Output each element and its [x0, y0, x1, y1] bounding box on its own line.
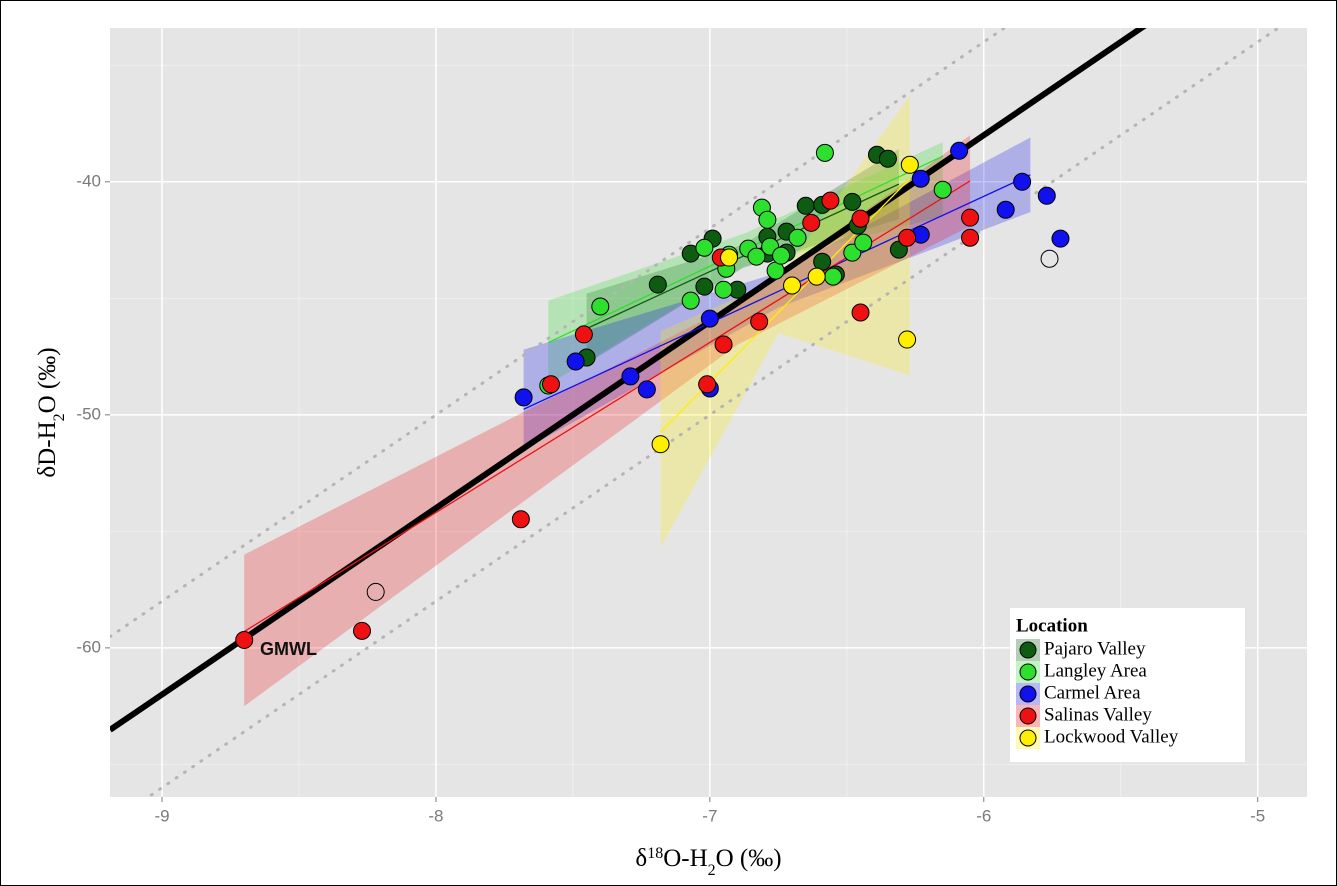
point	[854, 233, 873, 252]
axis-title-part: O-H	[663, 845, 707, 872]
legend-label: Lockwood Valley	[1044, 726, 1179, 747]
point	[802, 213, 821, 232]
point	[807, 267, 826, 286]
point	[843, 192, 862, 211]
y-axis-title: δD-H2O (‰)	[34, 347, 68, 477]
point	[651, 435, 670, 454]
point	[366, 582, 385, 601]
point	[898, 228, 917, 247]
point	[514, 388, 533, 407]
point	[591, 297, 610, 316]
point	[772, 246, 791, 265]
axis-title-part: O (‰)	[716, 845, 782, 872]
point	[900, 155, 919, 174]
point	[698, 375, 717, 394]
point	[574, 325, 593, 344]
point	[821, 191, 840, 210]
x-axis-title: δ18O-H2O (‰)	[635, 845, 781, 879]
legend-key	[1019, 729, 1037, 747]
point	[714, 280, 733, 299]
point	[911, 169, 930, 188]
point	[714, 335, 733, 354]
x-tick-label: -6	[976, 806, 991, 825]
legend-label: Pajaro Valley	[1044, 638, 1146, 659]
x-tick-label: -5	[1250, 806, 1265, 825]
reference-line	[145, 28, 1281, 797]
point	[1037, 186, 1056, 205]
x-tick-label: -8	[428, 806, 443, 825]
point	[621, 367, 640, 386]
point	[815, 143, 834, 162]
point	[783, 276, 802, 295]
point	[796, 196, 815, 215]
point	[750, 312, 769, 331]
point	[1051, 229, 1070, 248]
point	[933, 180, 952, 199]
confidence-band	[523, 137, 1031, 450]
point	[1013, 172, 1032, 191]
point	[681, 291, 700, 310]
y-tick-label: -40	[76, 171, 101, 190]
x-tick-label: -7	[702, 806, 717, 825]
point	[235, 630, 254, 649]
point	[878, 149, 897, 168]
reference-line	[110, 28, 1007, 639]
legend-label: Carmel Area	[1044, 682, 1141, 703]
legend-key	[1019, 707, 1037, 725]
point	[824, 267, 843, 286]
axis-title-part: 2	[51, 413, 68, 421]
axis-title-part: 18	[647, 845, 663, 862]
point	[700, 309, 719, 328]
axis-title-part: 2	[708, 862, 716, 879]
point	[511, 510, 530, 529]
point	[758, 210, 777, 229]
point	[788, 228, 807, 247]
point	[1040, 249, 1059, 268]
legend-title: Location	[1016, 615, 1088, 636]
point	[648, 275, 667, 294]
x-tick-label: -9	[154, 806, 169, 825]
point	[950, 141, 969, 160]
axis-title-part: δ	[635, 845, 647, 872]
fit-line	[523, 174, 1031, 410]
point	[542, 375, 560, 394]
point	[851, 303, 870, 322]
point	[898, 330, 917, 349]
y-tick-label: -60	[76, 637, 101, 656]
legend-key	[1019, 663, 1037, 681]
legend-key	[1019, 685, 1037, 703]
axis-title-part: δD-H	[34, 421, 61, 477]
y-tick-label: -50	[76, 404, 101, 423]
legend-label: Langley Area	[1044, 660, 1147, 681]
legend-box	[1010, 608, 1245, 762]
point	[695, 277, 714, 296]
axis-title-part: O (‰)	[34, 347, 61, 413]
legend-label: Salinas Valley	[1044, 704, 1152, 725]
point	[695, 238, 714, 257]
point	[996, 200, 1015, 219]
plot-area	[110, 28, 1281, 797]
point	[851, 209, 870, 228]
point	[747, 247, 766, 266]
point	[637, 380, 656, 399]
point	[720, 248, 739, 267]
point	[566, 352, 585, 371]
legend-key	[1019, 641, 1037, 659]
point	[961, 208, 980, 227]
point	[961, 228, 980, 247]
point	[353, 621, 371, 640]
annotation: GMWL	[260, 639, 317, 659]
